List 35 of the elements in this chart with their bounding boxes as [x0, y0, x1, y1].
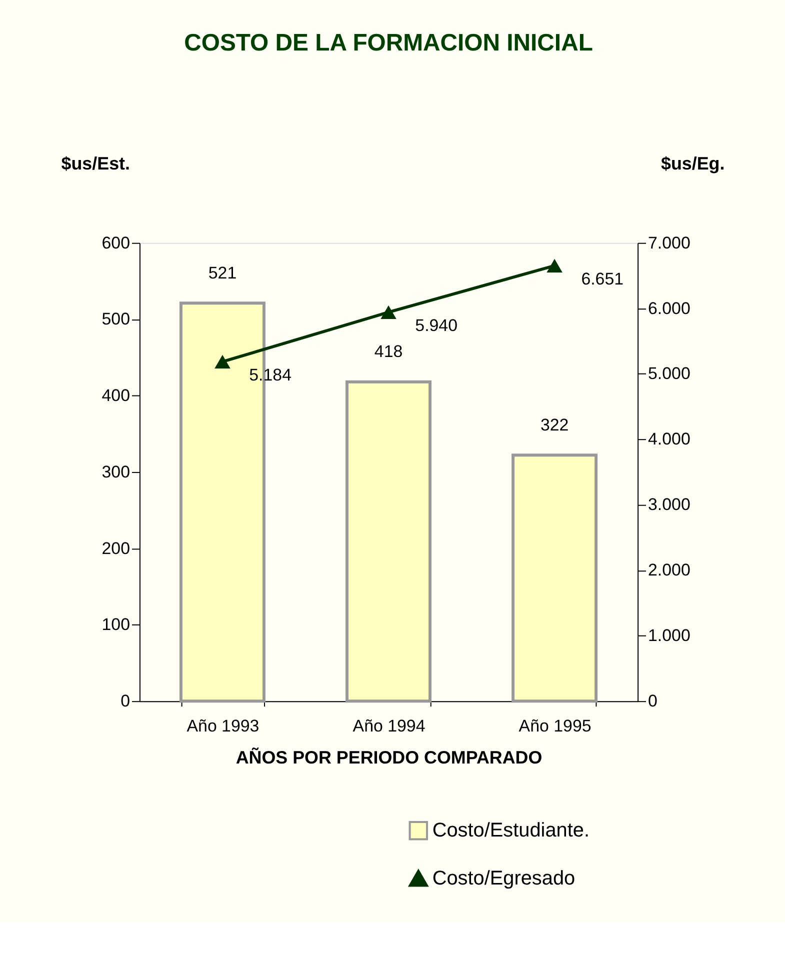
x-tick-label: Año 1993: [186, 716, 260, 736]
y2-axis-title: $us/Eg.: [660, 154, 725, 174]
y2-tick-label: 6.000: [648, 298, 690, 318]
data-label: 521: [208, 263, 237, 282]
bar: [346, 380, 432, 703]
data-label: 322: [540, 415, 569, 434]
x-tick-label: Año 1995: [518, 716, 592, 736]
y2-tick-label: 7.000: [648, 233, 690, 252]
x-tick-label: Año 1994: [352, 716, 426, 736]
point: [380, 305, 396, 320]
y-tick-label: 300: [102, 462, 130, 482]
y2-tick-label: 1.000: [648, 626, 690, 646]
chart-title: COSTO DE LA FORMACION INICIAL: [184, 30, 593, 57]
y2-tick-label: 3.000: [648, 495, 690, 514]
data-label: 418: [374, 342, 403, 361]
y2-tick-label: 5.000: [648, 364, 690, 384]
bar: [512, 454, 598, 703]
legend-label: Costo/Estudiante.: [432, 820, 590, 842]
data-label: 5.940: [415, 316, 458, 336]
y2-tick-label: 0: [648, 692, 658, 711]
y-tick-label: 200: [102, 538, 130, 558]
y-axis-title: $us/Est.: [61, 154, 130, 174]
data-label: 5.184: [249, 366, 292, 385]
y-tick-label: 500: [102, 310, 130, 329]
y-tick-label: 400: [102, 386, 130, 406]
y-tick-label: 0: [120, 692, 130, 711]
legend-label: Costo/Egresado: [432, 867, 576, 890]
point: [546, 258, 562, 273]
y2-tick-label: 4.000: [648, 430, 690, 449]
y-tick-label: 100: [102, 615, 130, 634]
y2-tick-label: 2.000: [648, 560, 690, 580]
data-label: 6.651: [581, 270, 624, 289]
point: [214, 354, 230, 369]
x-axis-title: AÑOS POR PERIODO COMPARADO: [236, 747, 542, 768]
y-tick-label: 600: [102, 233, 130, 252]
